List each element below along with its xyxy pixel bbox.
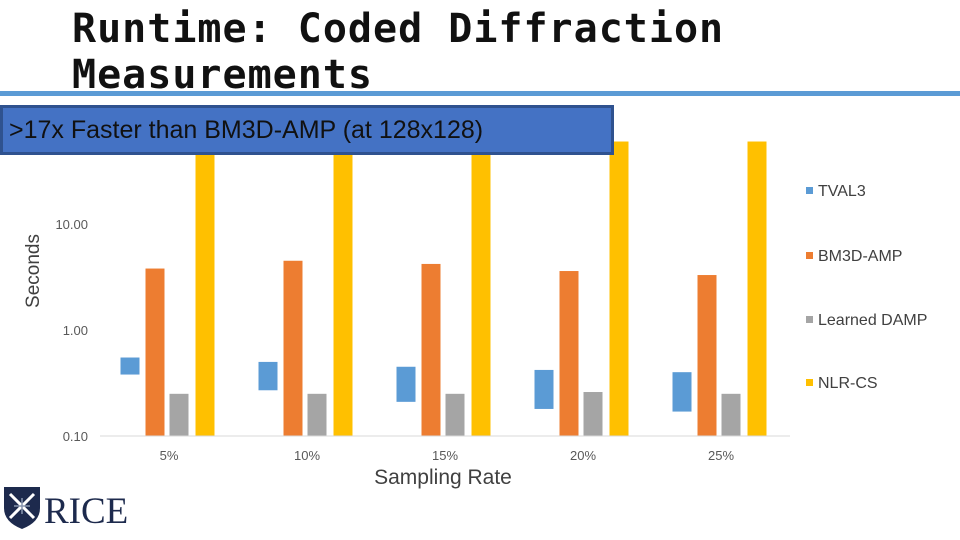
rice-wordmark: RICE [44, 491, 128, 530]
bar-nlr-cs [333, 141, 353, 436]
bar-learned-damp [721, 393, 741, 436]
bar-nlr-cs [471, 141, 491, 436]
legend-swatch [806, 252, 813, 259]
legend-swatch [806, 187, 813, 194]
slide-title: Runtime: Coded Diffraction Measurements [72, 6, 725, 98]
y-tick-label: 1.00 [63, 323, 88, 338]
bar-bm3d-amp [283, 260, 303, 436]
legend-label: NLR-CS [818, 375, 878, 392]
legend-label: BM3D-AMP [818, 248, 902, 265]
bar-nlr-cs [195, 141, 215, 436]
bar-bm3d-amp [421, 263, 441, 436]
bar-learned-damp [445, 393, 465, 436]
x-axis-label: Sampling Rate [374, 466, 512, 489]
bar-bm3d-amp [145, 268, 165, 436]
y-tick-label: 0.10 [63, 429, 88, 444]
legend-swatch [806, 316, 813, 323]
bar-bm3d-amp [697, 275, 717, 436]
x-tick-label: 15% [432, 448, 458, 463]
bar-tval3 [396, 366, 416, 402]
speedup-callout: >17x Faster than BM3D-AMP (at 128x128) [0, 105, 614, 155]
y-tick-label: 10.00 [55, 217, 88, 232]
bar-tval3 [672, 372, 692, 412]
y-axis-label: Seconds [23, 234, 44, 308]
rice-logo: RICE [4, 487, 128, 530]
bar-bm3d-amp [559, 271, 579, 436]
x-tick-label: 20% [570, 448, 596, 463]
bar-tval3 [534, 369, 554, 409]
legend-label: TVAL3 [818, 183, 866, 200]
x-tick-label: 10% [294, 448, 320, 463]
bar-nlr-cs [609, 141, 629, 436]
legend-label: Learned DAMP [818, 312, 927, 329]
bar-nlr-cs [747, 141, 767, 436]
title-underline [0, 91, 960, 96]
x-tick-label: 25% [708, 448, 734, 463]
bar-learned-damp [307, 393, 327, 436]
bar-learned-damp [583, 392, 603, 436]
bar-tval3 [258, 361, 278, 391]
x-tick-label: 5% [160, 448, 179, 463]
bar-tval3 [120, 357, 140, 375]
bar-learned-damp [169, 393, 189, 436]
legend-swatch [806, 379, 813, 386]
